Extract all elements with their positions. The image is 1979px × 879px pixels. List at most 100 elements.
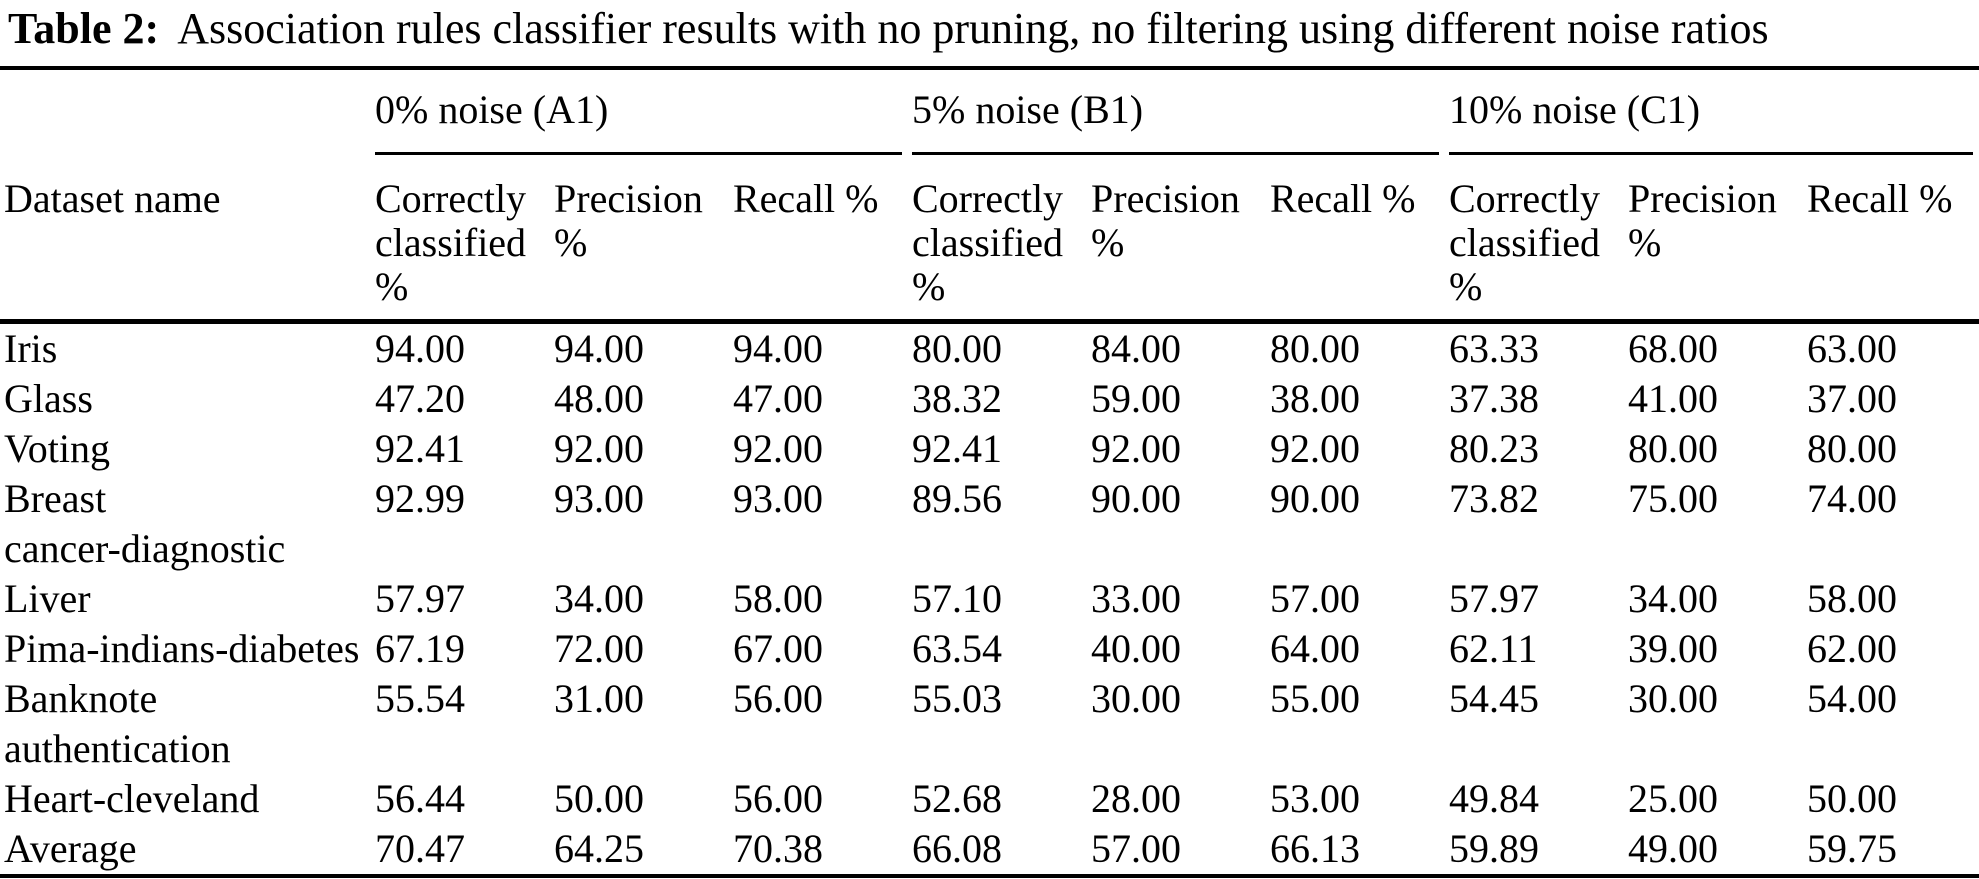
value-cell: 70.47 [375, 826, 465, 871]
value-cell: 67.00 [733, 626, 823, 671]
value-cell: 53.00 [1270, 776, 1360, 821]
value-cell: 66.08 [912, 826, 1002, 871]
value-cell: 37.00 [1807, 376, 1897, 421]
value-cell: 73.82 [1449, 476, 1539, 521]
value-cell: 55.00 [1270, 676, 1360, 721]
col-header-recall-b1: Recall % [1270, 155, 1449, 324]
table-row-glass: Glass 47.20 48.00 47.00 38.32 59.00 38.0… [0, 374, 1979, 424]
group-header-0-noise: 0% noise (A1) [375, 68, 912, 155]
value-cell: 56.00 [733, 676, 823, 721]
corner-cell [0, 68, 375, 155]
dataset-name-cell: Average [4, 826, 137, 871]
value-cell: 58.00 [1807, 576, 1897, 621]
value-cell: 47.20 [375, 376, 465, 421]
dataset-name-cell: Breast cancer-diagnostic [4, 476, 286, 571]
dataset-name-cell: Voting [4, 426, 110, 471]
value-cell: 80.00 [1807, 426, 1897, 471]
value-cell: 80.00 [1628, 426, 1718, 471]
value-cell: 94.00 [375, 326, 465, 371]
group-header-row: 0% noise (A1) 5% noise (B1) 10% noise (C… [0, 68, 1979, 155]
value-cell: 92.41 [375, 426, 465, 471]
value-cell: 92.00 [1091, 426, 1181, 471]
value-cell: 92.00 [1270, 426, 1360, 471]
value-cell: 49.00 [1628, 826, 1718, 871]
value-cell: 80.00 [912, 326, 1002, 371]
dataset-name-cell: Liver [4, 576, 91, 621]
value-cell: 59.75 [1807, 826, 1897, 871]
value-cell: 54.45 [1449, 676, 1539, 721]
value-cell: 70.38 [733, 826, 823, 871]
value-cell: 55.03 [912, 676, 1002, 721]
value-cell: 25.00 [1628, 776, 1718, 821]
table-row-liver: Liver 57.97 34.00 58.00 57.10 33.00 57.0… [0, 574, 1979, 624]
value-cell: 64.00 [1270, 626, 1360, 671]
table-row-average: Average 70.47 64.25 70.38 66.08 57.00 66… [0, 824, 1979, 876]
value-cell: 56.00 [733, 776, 823, 821]
table-row-banknote-authentication: Banknote authentication 55.54 31.00 56.0… [0, 674, 1979, 774]
value-cell: 38.32 [912, 376, 1002, 421]
value-cell: 33.00 [1091, 576, 1181, 621]
value-cell: 50.00 [554, 776, 644, 821]
value-cell: 75.00 [1628, 476, 1718, 521]
dataset-name-cell: Iris [4, 326, 58, 371]
value-cell: 49.84 [1449, 776, 1539, 821]
col-header-recall-c1: Recall % [1807, 155, 1979, 324]
results-table: 0% noise (A1) 5% noise (B1) 10% noise (C… [0, 66, 1979, 878]
dataset-name-cell: Pima-indians-diabetes [4, 626, 360, 671]
group-label-b1: 5% noise (B1) [912, 87, 1144, 132]
value-cell: 63.33 [1449, 326, 1539, 371]
value-cell: 47.00 [733, 376, 823, 421]
group-header-10-noise: 10% noise (C1) [1449, 68, 1979, 155]
value-cell: 28.00 [1091, 776, 1181, 821]
value-cell: 93.00 [733, 476, 823, 521]
col-header-correctly-classified-b1: Correctly classified % [912, 155, 1091, 324]
value-cell: 74.00 [1807, 476, 1897, 521]
column-header-row: Dataset name Correctly classified % Prec… [0, 155, 1979, 324]
value-cell: 62.00 [1807, 626, 1897, 671]
value-cell: 55.54 [375, 676, 465, 721]
value-cell: 64.25 [554, 826, 644, 871]
value-cell: 90.00 [1270, 476, 1360, 521]
value-cell: 62.11 [1449, 626, 1538, 671]
value-cell: 40.00 [1091, 626, 1181, 671]
value-cell: 92.99 [375, 476, 465, 521]
table-row-iris: Iris 94.00 94.00 94.00 80.00 84.00 80.00… [0, 322, 1979, 375]
value-cell: 63.00 [1807, 326, 1897, 371]
value-cell: 92.00 [733, 426, 823, 471]
value-cell: 92.00 [554, 426, 644, 471]
group-header-5-noise: 5% noise (B1) [912, 68, 1449, 155]
value-cell: 90.00 [1091, 476, 1181, 521]
table-caption: Table 2: Association rules classifier res… [0, 0, 1979, 66]
col-header-precision-a1: Precision % [554, 155, 733, 324]
value-cell: 54.00 [1807, 676, 1897, 721]
value-cell: 34.00 [1628, 576, 1718, 621]
value-cell: 58.00 [733, 576, 823, 621]
value-cell: 80.23 [1449, 426, 1539, 471]
value-cell: 92.41 [912, 426, 1002, 471]
value-cell: 94.00 [733, 326, 823, 371]
group-rule-b1: 5% noise (B1) [912, 70, 1439, 155]
value-cell: 57.00 [1270, 576, 1360, 621]
value-cell: 94.00 [554, 326, 644, 371]
value-cell: 34.00 [554, 576, 644, 621]
value-cell: 31.00 [554, 676, 644, 721]
table-row-pima-indians-diabetes: Pima-indians-diabetes 67.19 72.00 67.00 … [0, 624, 1979, 674]
dataset-name-cell: Banknote authentication [4, 676, 231, 771]
group-label-a1: 0% noise (A1) [375, 87, 609, 132]
value-cell: 66.13 [1270, 826, 1360, 871]
table-row-breast-cancer-diagnostic: Breast cancer-diagnostic 92.99 93.00 93.… [0, 474, 1979, 574]
group-rule-a1: 0% noise (A1) [375, 70, 902, 155]
value-cell: 59.89 [1449, 826, 1539, 871]
table-caption-text: Association rules classifier results wit… [177, 4, 1769, 53]
table-row-heart-cleveland: Heart-cleveland 56.44 50.00 56.00 52.68 … [0, 774, 1979, 824]
value-cell: 93.00 [554, 476, 644, 521]
value-cell: 56.44 [375, 776, 465, 821]
value-cell: 57.97 [1449, 576, 1539, 621]
col-header-precision-c1: Precision % [1628, 155, 1807, 324]
value-cell: 72.00 [554, 626, 644, 671]
col-header-correctly-classified-c1: Correctly classified % [1449, 155, 1628, 324]
dataset-name-cell: Heart-cleveland [4, 776, 260, 821]
value-cell: 41.00 [1628, 376, 1718, 421]
value-cell: 63.54 [912, 626, 1002, 671]
